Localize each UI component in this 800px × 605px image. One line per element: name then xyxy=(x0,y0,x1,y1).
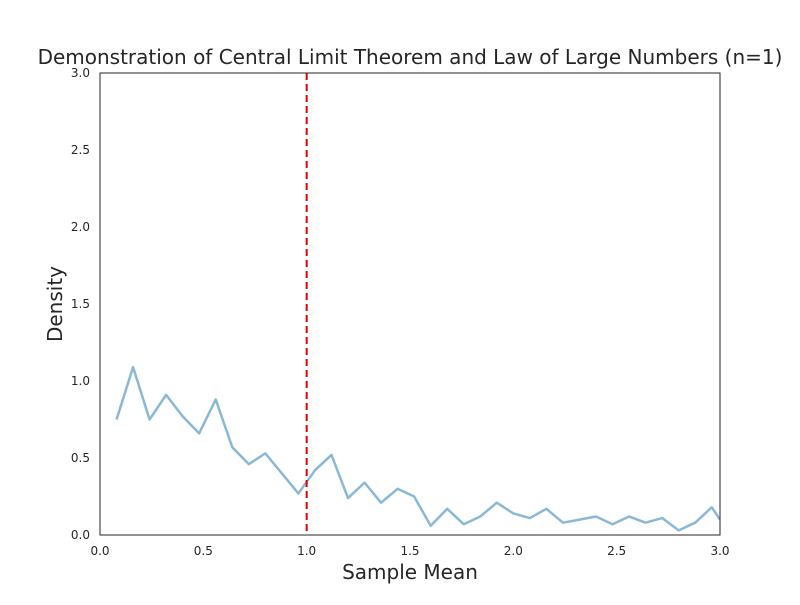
y-tick-label: 3.0 xyxy=(71,66,90,80)
chart-title: Demonstration of Central Limit Theorem a… xyxy=(38,45,783,69)
y-tick-label: 1.5 xyxy=(71,297,90,311)
y-tick-label: 1.0 xyxy=(71,374,90,388)
y-tick-label: 0.0 xyxy=(71,528,90,542)
x-tick-label: 2.5 xyxy=(607,544,626,558)
y-tick-label: 2.5 xyxy=(71,143,90,157)
y-tick-label: 0.5 xyxy=(71,451,90,465)
plot-frame xyxy=(99,72,721,536)
y-axis-label: Density xyxy=(43,266,67,342)
x-tick-label: 0.0 xyxy=(90,544,109,558)
x-tick-label: 2.0 xyxy=(504,544,523,558)
x-tick-label: 3.0 xyxy=(710,544,729,558)
plot-area xyxy=(115,73,720,535)
x-tick-label: 1.0 xyxy=(297,544,316,558)
x-tick-label: 1.5 xyxy=(400,544,419,558)
x-tick-labels: 0.0 0.5 1.0 1.5 2.0 2.5 3.0 xyxy=(90,544,729,558)
series-line-0 xyxy=(115,365,720,532)
x-tick-label: 0.5 xyxy=(194,544,213,558)
y-tick-label: 2.0 xyxy=(71,220,90,234)
x-axis-label: Sample Mean xyxy=(342,560,478,584)
y-tick-labels: 0.0 0.5 1.0 1.5 2.0 2.5 3.0 xyxy=(71,66,90,542)
